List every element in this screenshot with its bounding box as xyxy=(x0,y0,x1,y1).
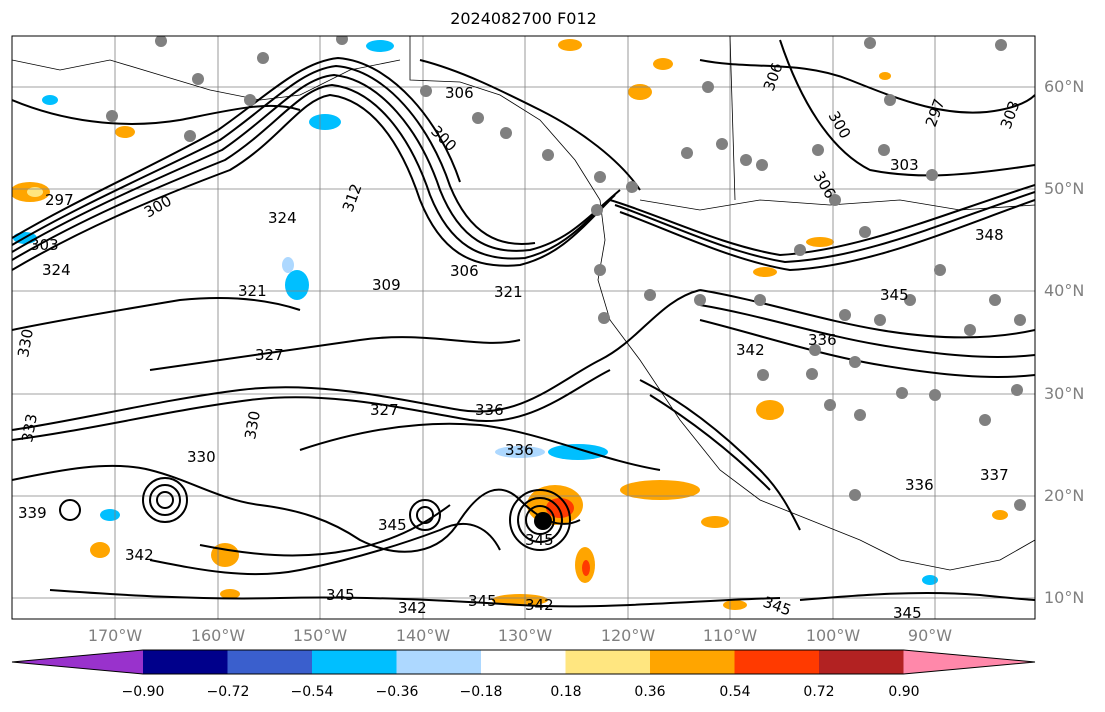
lon-label-130w: 130°W xyxy=(497,626,553,645)
colorbar-tick-label: −0.72 xyxy=(206,684,250,700)
svg-text:339: 339 xyxy=(18,504,47,522)
colorbar-outline xyxy=(11,649,1036,675)
svg-text:345: 345 xyxy=(468,592,497,610)
map-frame xyxy=(11,35,1036,620)
colorbar-segment xyxy=(312,650,397,674)
svg-text:330: 330 xyxy=(14,327,37,358)
lat-label-50n: 50°N xyxy=(1044,179,1085,198)
lon-label-100w: 100°W xyxy=(805,626,861,645)
lon-label-170w: 170°W xyxy=(87,626,143,645)
colorbar-segment xyxy=(650,650,735,674)
lon-label-120w: 120°W xyxy=(600,626,656,645)
svg-text:336: 336 xyxy=(475,401,504,419)
svg-text:333: 333 xyxy=(18,412,41,443)
lat-label-30n: 30°N xyxy=(1044,384,1085,403)
colorbar xyxy=(11,649,1036,675)
svg-text:330: 330 xyxy=(241,409,264,440)
colorbar-tick-label: −0.90 xyxy=(121,684,165,700)
svg-text:337: 337 xyxy=(980,466,1009,484)
svg-text:345: 345 xyxy=(326,586,355,604)
colorbar-tick-label: 0.90 xyxy=(888,684,920,700)
svg-text:342: 342 xyxy=(525,596,554,614)
svg-text:345: 345 xyxy=(893,604,922,622)
svg-text:336: 336 xyxy=(905,476,934,494)
svg-text:345: 345 xyxy=(525,531,554,549)
svg-text:303: 303 xyxy=(30,236,59,254)
colorbar-tick-label: 0.54 xyxy=(719,684,751,700)
colorbar-segment xyxy=(227,650,313,674)
lon-label-140w: 140°W xyxy=(395,626,451,645)
lat-label-60n: 60°N xyxy=(1044,77,1085,96)
svg-text:306: 306 xyxy=(445,84,474,102)
svg-text:303: 303 xyxy=(890,156,919,174)
svg-text:306: 306 xyxy=(450,262,479,280)
cyclone-contours xyxy=(59,477,571,551)
svg-text:336: 336 xyxy=(808,331,837,349)
svg-text:345: 345 xyxy=(880,286,909,304)
colorbar-extend-high xyxy=(903,650,1035,674)
svg-text:297: 297 xyxy=(45,191,74,209)
lat-label-20n: 20°N xyxy=(1044,486,1085,505)
lon-label-160w: 160°W xyxy=(190,626,246,645)
svg-text:309: 309 xyxy=(372,276,401,294)
colorbar-segment xyxy=(565,650,651,674)
colorbar-tick-label: 0.18 xyxy=(550,684,582,700)
svg-text:327: 327 xyxy=(255,346,284,364)
colorbar-segment xyxy=(819,650,904,674)
colorbar-segment xyxy=(143,650,228,674)
lat-label-40n: 40°N xyxy=(1044,281,1085,300)
svg-text:348: 348 xyxy=(975,226,1004,244)
colorbar-segment xyxy=(734,650,820,674)
svg-text:342: 342 xyxy=(125,546,154,564)
colorbar-segment xyxy=(396,650,482,674)
map-background xyxy=(12,36,1035,619)
svg-text:330: 330 xyxy=(187,448,216,466)
svg-text:321: 321 xyxy=(238,282,267,300)
colorbar-tick-label: −0.36 xyxy=(375,684,419,700)
storm-center-marker xyxy=(534,512,552,530)
colorbar-tick-label: −0.18 xyxy=(459,684,503,700)
theta-contours xyxy=(12,39,1035,608)
svg-text:324: 324 xyxy=(42,261,71,279)
svg-text:336: 336 xyxy=(505,441,534,459)
lon-label-150w: 150°W xyxy=(292,626,348,645)
station-markers xyxy=(106,36,1026,511)
colorbar-extend-low xyxy=(12,650,143,674)
svg-text:342: 342 xyxy=(398,599,427,617)
svg-text:324: 324 xyxy=(268,209,297,227)
svg-text:342: 342 xyxy=(736,341,765,359)
colorbar-tick-label: −0.54 xyxy=(290,684,334,700)
lon-label-110w: 110°W xyxy=(702,626,758,645)
map-title: 2024082700 F012 xyxy=(450,9,597,28)
colorbar-tick-label: 0.72 xyxy=(803,684,835,700)
colorbar-segment xyxy=(481,650,566,674)
lon-label-90w: 90°W xyxy=(907,626,953,645)
svg-text:327: 327 xyxy=(370,401,399,419)
lat-label-10n: 10°N xyxy=(1044,588,1085,607)
colorbar-tick-label: 0.36 xyxy=(634,684,666,700)
svg-text:321: 321 xyxy=(494,283,523,301)
svg-text:345: 345 xyxy=(378,516,407,534)
